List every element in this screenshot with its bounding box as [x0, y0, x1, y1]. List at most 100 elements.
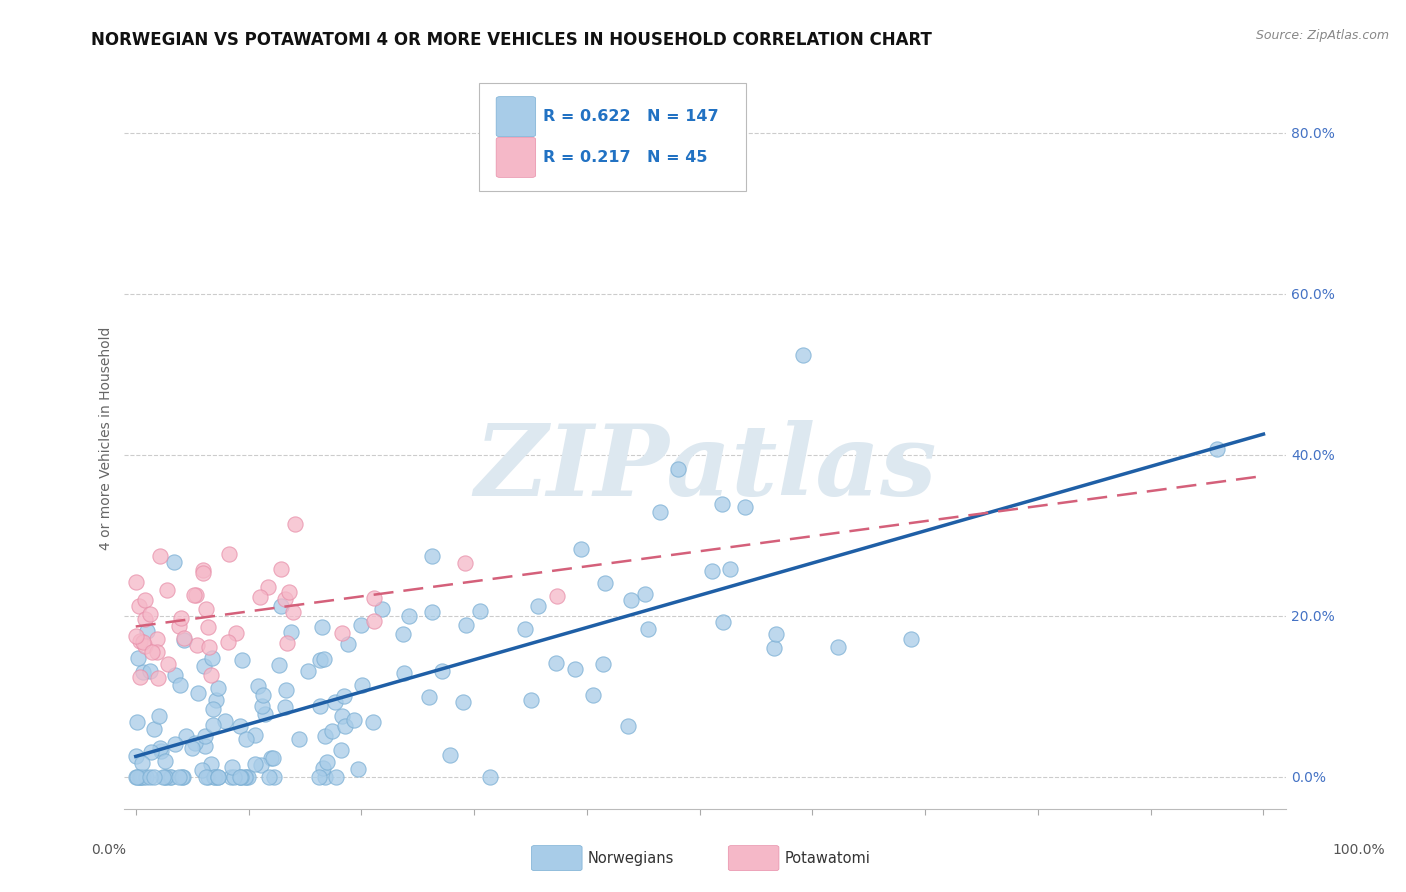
Point: [183, 589, 205, 603]
Point: [170, 611, 193, 625]
Text: N = 45: N = 45: [647, 150, 707, 165]
Point: [350, 618, 373, 632]
Point: [361, 714, 384, 729]
Point: [162, 555, 184, 569]
Point: [454, 618, 477, 632]
Point: [734, 500, 756, 515]
Point: [280, 624, 302, 639]
Point: [204, 770, 226, 784]
Text: 0.0%: 0.0%: [91, 843, 127, 857]
Point: [201, 701, 224, 715]
Point: [149, 744, 172, 758]
Point: [246, 679, 269, 693]
Point: [330, 709, 353, 723]
Point: [617, 719, 640, 733]
Point: [197, 770, 219, 784]
Point: [201, 650, 224, 665]
Point: [139, 664, 162, 678]
Point: [155, 754, 177, 768]
Point: [167, 770, 190, 784]
Point: [134, 593, 156, 607]
Point: [224, 770, 246, 784]
Point: [792, 348, 814, 362]
Point: [321, 724, 343, 739]
Point: [197, 620, 219, 634]
Point: [520, 692, 543, 706]
Point: [564, 662, 586, 676]
Point: [430, 664, 453, 678]
Point: [128, 670, 150, 684]
Point: [314, 729, 336, 743]
Point: [160, 770, 183, 784]
Point: [225, 625, 247, 640]
Point: [243, 728, 266, 742]
Point: [311, 619, 333, 633]
Point: [217, 635, 239, 649]
Point: [136, 624, 159, 638]
Point: [637, 622, 659, 636]
FancyBboxPatch shape: [496, 96, 536, 136]
Point: [139, 770, 162, 784]
Point: [323, 695, 346, 709]
Point: [648, 505, 671, 519]
Point: [478, 770, 501, 784]
Point: [131, 770, 153, 784]
Point: [257, 580, 280, 594]
Point: [141, 746, 163, 760]
Point: [309, 699, 332, 714]
Point: [197, 640, 219, 654]
Point: [454, 557, 477, 571]
Point: [125, 575, 148, 590]
Point: [702, 564, 724, 578]
Point: [314, 770, 336, 784]
Point: [277, 585, 299, 599]
Point: [127, 651, 149, 665]
Point: [250, 698, 273, 713]
Point: [308, 653, 330, 667]
Point: [330, 626, 353, 640]
Point: [155, 770, 177, 784]
Point: [128, 599, 150, 614]
FancyBboxPatch shape: [496, 137, 536, 178]
Point: [350, 678, 373, 692]
Point: [214, 714, 236, 729]
Point: [259, 751, 281, 765]
Point: [172, 770, 194, 784]
Point: [249, 591, 271, 605]
Point: [262, 750, 284, 764]
Point: [218, 547, 240, 561]
Point: [273, 592, 295, 607]
Point: [191, 566, 214, 581]
Point: [194, 739, 217, 753]
Point: [666, 462, 689, 476]
Point: [176, 729, 198, 743]
Point: [312, 761, 335, 775]
Point: [205, 693, 228, 707]
Point: [270, 562, 292, 576]
Point: [134, 611, 156, 625]
Point: [263, 770, 285, 784]
Point: [207, 770, 229, 784]
Point: [202, 718, 225, 732]
Point: [418, 690, 440, 704]
Point: [125, 770, 148, 784]
Point: [765, 626, 787, 640]
Point: [173, 632, 195, 647]
Point: [191, 563, 214, 577]
Text: ZIPatlas: ZIPatlas: [474, 420, 936, 516]
Point: [593, 576, 616, 591]
Point: [336, 638, 359, 652]
Point: [155, 770, 177, 784]
Point: [200, 756, 222, 771]
Point: [194, 729, 217, 743]
Point: [200, 668, 222, 682]
Point: [194, 770, 217, 784]
Point: [252, 688, 274, 702]
Point: [173, 632, 195, 646]
Point: [131, 665, 153, 680]
Point: [184, 736, 207, 750]
Point: [287, 732, 309, 747]
Text: R = 0.622: R = 0.622: [543, 109, 630, 124]
Point: [620, 593, 643, 607]
Point: [125, 770, 148, 784]
